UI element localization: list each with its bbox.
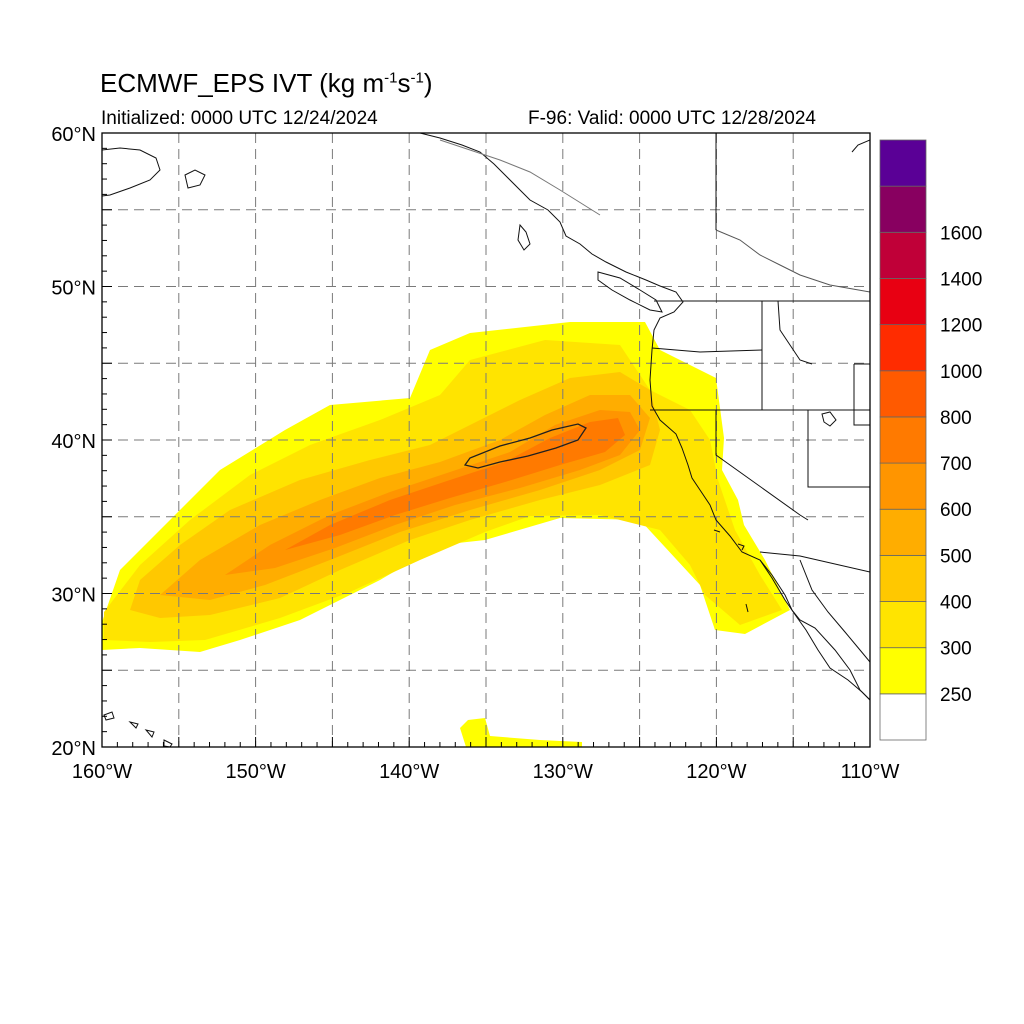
haida-gwaii	[517, 223, 531, 251]
title-variable: IVT	[271, 68, 312, 98]
nevada-border	[715, 410, 809, 521]
lon-tick-label: 140°W	[379, 761, 439, 783]
colorbar-swatch	[879, 554, 927, 602]
coastlines	[102, 133, 870, 747]
colorbar-labels: 250 300 400 500 600 700 800 1000 1200 1400 1600	[940, 223, 982, 706]
colorbar-swatch	[879, 508, 927, 556]
title-units: (kg m-1s-1)	[319, 68, 433, 98]
colorbar-swatch	[879, 416, 927, 464]
longitude-labels: 160°W 150°W 140°W 130°W 120°W 110°W	[72, 761, 900, 783]
idaho-border	[761, 300, 813, 410]
colorbar-label: 600	[940, 500, 972, 521]
lon-tick-label: 110°W	[841, 761, 900, 783]
chart-title: ECMWF_EPS IVT (kg m-1s-1)	[100, 68, 433, 99]
lon-tick-label: 160°W	[72, 761, 132, 783]
wyoming-border	[853, 363, 870, 426]
political-borders	[650, 133, 870, 573]
latitude-labels: 20°N 30°N 40°N 50°N 60°N	[51, 124, 96, 760]
colorbar-swatch	[879, 278, 927, 326]
vancouver-island	[597, 271, 663, 313]
lon-tick-label: 150°W	[225, 761, 285, 783]
colorbar-label: 500	[940, 546, 972, 567]
washington-oregon-border	[651, 347, 763, 353]
great-salt-lake	[821, 411, 837, 427]
colorbar-label: 800	[940, 408, 972, 429]
colorbar-swatch	[879, 647, 927, 695]
colorbar-label: 300	[940, 639, 972, 660]
colorbar-label: 250	[940, 685, 972, 706]
lat-tick-label: 50°N	[51, 278, 96, 300]
lat-tick-label: 40°N	[51, 431, 96, 453]
gulf-of-california	[799, 559, 870, 663]
colorbar-label: 400	[940, 593, 972, 614]
us-mexico-border	[759, 551, 870, 573]
colorbar-swatch	[879, 601, 927, 649]
utah-border	[807, 410, 870, 488]
alaska-coast-west	[102, 147, 161, 197]
colorbar-label: 1600	[940, 223, 982, 244]
channel-islands	[713, 529, 749, 613]
canadian-border-thin	[439, 139, 601, 216]
minor-ticks	[101, 132, 871, 748]
baja-california	[759, 559, 870, 701]
lat-tick-label: 60°N	[51, 124, 96, 146]
valid-time: F-96: Valid: 0000 UTC 12/28/2024	[528, 108, 816, 129]
title-model: ECMWF_EPS	[100, 68, 265, 98]
colorbar-swatch	[879, 462, 927, 510]
ivt-band-700	[285, 418, 625, 550]
colorbar-label: 1200	[940, 316, 982, 337]
colorbar-swatch	[879, 185, 927, 233]
colorbar-swatch	[879, 693, 927, 741]
hawaii-islands	[103, 711, 173, 747]
ivt-shading	[102, 322, 790, 747]
colorbar-swatch	[879, 139, 927, 187]
ivt-max-contour	[463, 423, 587, 469]
north-america-coastline	[419, 133, 870, 701]
colorbar-swatch	[879, 370, 927, 418]
init-time: Initialized: 0000 UTC 12/24/2024	[101, 108, 378, 129]
colorbar-swatch	[879, 231, 927, 279]
colorbar-label: 700	[940, 454, 972, 475]
colorbar-swatch	[879, 324, 927, 372]
lat-tick-label: 30°N	[51, 585, 96, 607]
colorbar	[879, 139, 927, 741]
colorbar-label: 1000	[940, 362, 982, 383]
lat-tick-label: 20°N	[51, 738, 96, 760]
graticule	[102, 133, 870, 747]
kodiak-island	[184, 169, 206, 189]
lon-tick-label: 130°W	[533, 761, 593, 783]
lon-tick-label: 120°W	[686, 761, 746, 783]
interior-bc-coast	[715, 229, 870, 293]
colorbar-label: 1400	[940, 269, 982, 290]
